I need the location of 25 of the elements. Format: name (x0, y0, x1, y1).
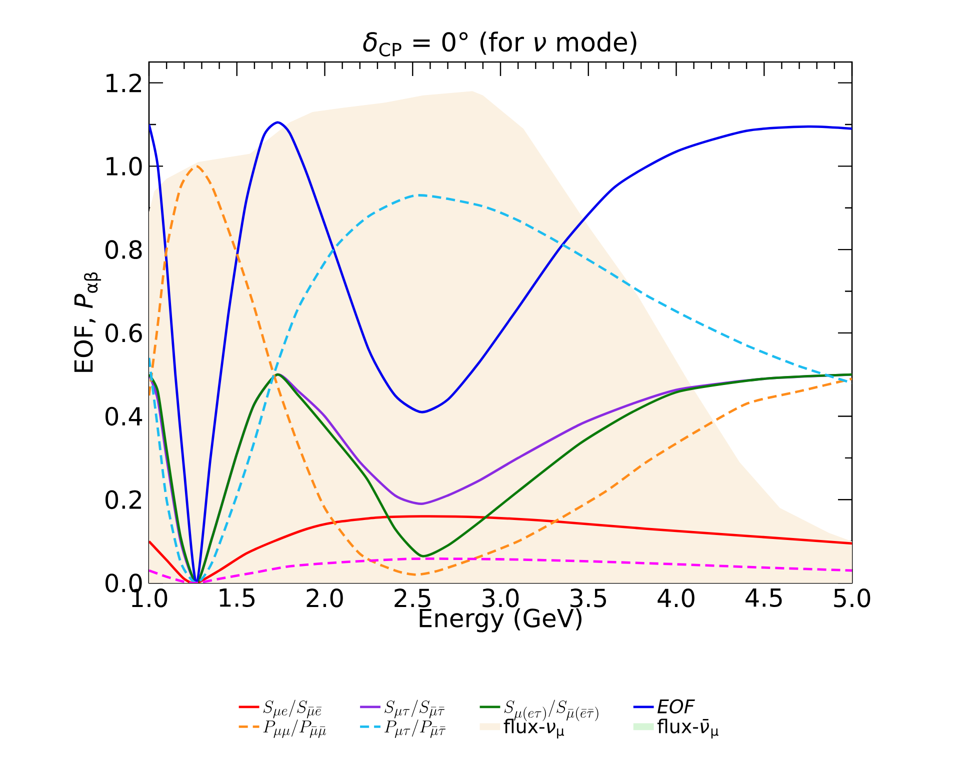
legend-label: flux-ν̄$_{μ}$ (657, 718, 718, 738)
x-tick-label: 2.5 (394, 588, 430, 608)
x-tick-label: 3.0 (482, 588, 519, 608)
y-axis-title: EOF, P$_{αβ}$ (74, 272, 102, 372)
x-tick-label: 2.0 (306, 588, 343, 608)
y-tick-label: 0.2 (106, 490, 141, 510)
legend-label: $S_{\mu(e\tau)}/S_{\bar{\mu}(\bar{e}\bar{\tau})}$ (504, 700, 598, 722)
chart-title: δ$_{CP}$ = 0° (for ν mode) (363, 32, 636, 56)
legend-label: flux-ν$_{μ}$ (504, 718, 564, 738)
legend-label: $P_{\mu\mu}/P_{\bar{\mu}\bar{\mu}}$ (263, 719, 326, 738)
legend-label: $P_{\mu\tau}/P_{\bar{\mu}\bar{\tau}}$ (384, 719, 446, 738)
y-tick-label: 1.0 (106, 156, 142, 176)
legend-label: $S_{\mu\tau}/S_{\bar{\mu}\bar{\tau}}$ (384, 700, 445, 718)
x-tick-label: 4.5 (746, 588, 782, 608)
y-tick-label: 0.4 (106, 406, 142, 426)
x-axis-title: Energy (GeV) (420, 608, 582, 632)
y-tick-label: 0.6 (106, 324, 142, 342)
x-tick-label: 5.0 (834, 588, 870, 608)
y-tick-label: 1.2 (106, 74, 141, 92)
legend-label: $\mathit{EOF}$ (658, 699, 695, 714)
x-tick-label: 4.0 (658, 588, 694, 608)
x-tick-label: 1.5 (220, 588, 255, 608)
legend-label: $S_{\mu e}/S_{\bar{\mu}\bar{e}}$ (263, 700, 322, 718)
y-tick-label: 0.8 (106, 240, 142, 259)
x-tick-label: 3.5 (570, 588, 606, 608)
